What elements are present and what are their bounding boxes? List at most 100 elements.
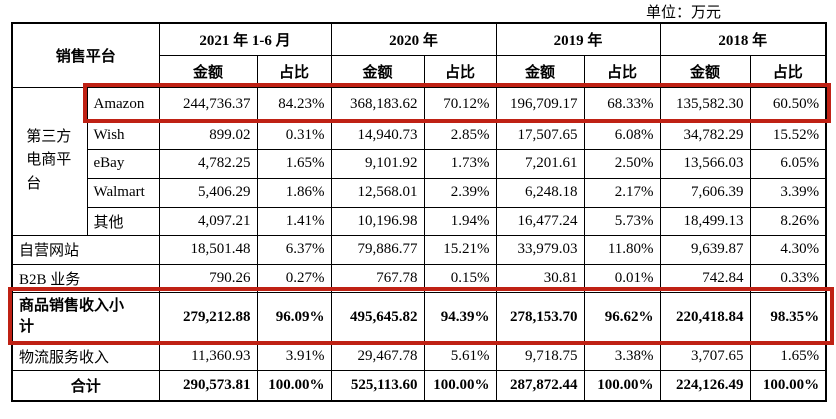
amount-cell: 9,101.92 [330,148,425,179]
row-label-cell: 物流服务收入 [11,341,160,371]
amount-cell: 7,201.61 [495,148,585,179]
share-cell: 1.65% [749,341,827,371]
amount-cell: 9,639.87 [659,234,751,265]
period-header-2018: 2018 年 [659,22,827,56]
amount-cell: 11,360.93 [158,341,258,371]
share-cell: 8.26% [749,206,827,236]
sales-revenue-table: 销售平台 2021 年 1-6 月 2020 年 2019 年 2018 年 金… [11,22,828,402]
row-merchandise-subtotal: 商品销售收入小计 279,212.88 96.09% 495,645.82 94… [11,291,827,343]
share-cell: 0.01% [583,263,661,293]
share-cell: 1.94% [423,206,497,236]
platform-name-cell: Amazon [86,86,160,122]
platform-name-cell: Wish [86,120,160,150]
amount-cell: 13,566.03 [659,148,751,179]
share-cell: 0.31% [256,120,332,150]
amount-cell: 767.78 [330,263,425,293]
row-own-website: 自营网站 18,501.48 6.37% 79,886.77 15.21% 33… [11,234,827,265]
amount-cell: 495,645.82 [330,291,425,343]
amount-cell: 3,707.65 [659,341,751,371]
share-cell: 2.17% [583,177,661,208]
amount-header: 金额 [659,54,751,88]
amount-header: 金额 [330,54,425,88]
platform-name-cell: 其他 [86,206,160,236]
amount-cell: 18,499.13 [659,206,751,236]
share-cell: 3.91% [256,341,332,371]
amount-cell: 5,406.29 [158,177,258,208]
share-cell: 100.00% [583,369,661,402]
row-wish: Wish 899.02 0.31% 14,940.73 2.85% 17,507… [12,120,827,150]
amount-cell: 16,477.24 [495,206,585,236]
amount-cell: 790.26 [158,263,258,293]
amount-cell: 4,782.25 [158,148,258,179]
period-header-2021h1: 2021 年 1-6 月 [158,22,332,56]
amount-cell: 220,418.84 [659,291,751,343]
amount-cell: 29,467.78 [330,341,425,371]
amount-cell: 279,212.88 [158,291,258,343]
share-cell: 2.85% [423,120,497,150]
share-cell: 96.62% [583,291,661,343]
amount-cell: 9,718.75 [495,341,585,371]
amount-cell: 14,940.73 [330,120,425,150]
row-ebay: eBay 4,782.25 1.65% 9,101.92 1.73% 7,201… [12,148,827,179]
share-cell: 15.52% [749,120,827,150]
share-cell: 0.27% [256,263,332,293]
share-cell: 1.41% [256,206,332,236]
share-cell: 100.00% [749,369,827,402]
amount-cell: 7,606.39 [659,177,751,208]
share-cell: 4.30% [749,234,827,265]
share-cell: 1.86% [256,177,332,208]
share-cell: 6.05% [749,148,827,179]
amount-cell: 742.84 [659,263,751,293]
amount-cell: 10,196.98 [330,206,425,236]
amount-cell: 18,501.48 [158,234,258,265]
share-cell: 2.39% [423,177,497,208]
share-cell: 3.38% [583,341,661,371]
subtotal-label-text: 商品销售收入小计 [19,298,125,335]
platform-name-cell: eBay [86,148,160,179]
amount-cell: 33,979.03 [495,234,585,265]
amount-cell: 30.81 [495,263,585,293]
share-cell: 98.35% [749,291,827,343]
period-header-2019: 2019 年 [495,22,661,56]
share-cell: 0.15% [423,263,497,293]
row-label-cell: 商品销售收入小计 [11,291,160,343]
share-cell: 11.80% [583,234,661,265]
amount-cell: 135,582.30 [659,86,751,122]
amount-cell: 224,126.49 [659,369,751,402]
row-logistics: 物流服务收入 11,360.93 3.91% 29,467.78 5.61% 9… [11,341,827,371]
share-cell: 70.12% [423,86,497,122]
row-walmart: Walmart 5,406.29 1.86% 12,568.01 2.39% 6… [12,177,827,208]
period-header-2020: 2020 年 [330,22,497,56]
share-cell: 1.65% [256,148,332,179]
amount-cell: 4,097.21 [158,206,258,236]
amount-cell: 287,872.44 [495,369,585,402]
amount-cell: 196,709.17 [495,86,585,122]
amount-cell: 79,886.77 [330,234,425,265]
share-cell: 6.08% [583,120,661,150]
share-cell: 6.37% [256,234,332,265]
share-cell: 94.39% [423,291,497,343]
share-cell: 5.61% [423,341,497,371]
share-header: 占比 [423,54,497,88]
header-row-measures: 金额 占比 金额 占比 金额 占比 金额 占比 [12,54,827,88]
amount-header: 金额 [495,54,585,88]
row-amazon: 第三方电商平台 Amazon 244,736.37 84.23% 368,183… [11,86,827,236]
share-header: 占比 [256,54,332,88]
share-cell: 5.73% [583,206,661,236]
amount-cell: 34,782.29 [659,120,751,150]
platform-name-cell: Walmart [86,177,160,208]
row-label-cell: 自营网站 [11,234,160,265]
amount-cell: 525,113.60 [330,369,425,402]
share-header: 占比 [583,54,661,88]
share-cell: 2.50% [583,148,661,179]
share-header: 占比 [749,54,827,88]
group-label-text: 第三方电商平台 [26,129,72,192]
share-cell: 84.23% [256,86,332,122]
amount-cell: 6,248.18 [495,177,585,208]
share-cell: 100.00% [423,369,497,402]
unit-label: 单位：万元 [645,5,721,21]
share-cell: 1.73% [423,148,497,179]
share-cell: 96.09% [256,291,332,343]
amount-cell: 290,573.81 [158,369,258,402]
